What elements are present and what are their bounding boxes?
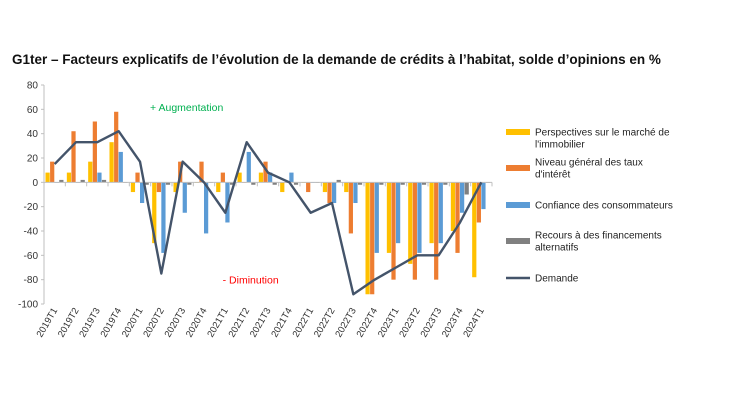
y-tick-label: 40: [27, 129, 39, 140]
bar: [258, 172, 264, 183]
legend-swatch: [506, 129, 530, 135]
bar: [187, 182, 192, 185]
bar: [396, 182, 401, 244]
bar: [417, 182, 422, 253]
bar: [59, 179, 64, 183]
bar: [332, 182, 337, 204]
bar: [344, 182, 349, 193]
bar: [101, 179, 107, 183]
y-tick-label: -40: [24, 227, 39, 238]
bar: [204, 182, 209, 234]
bar: [50, 161, 55, 183]
y-tick-label: 0: [32, 178, 38, 189]
legend-swatch: [506, 165, 530, 171]
demand-line: [53, 130, 483, 296]
annotation: + Augmentation: [150, 102, 223, 114]
y-tick-label: 80: [27, 81, 39, 92]
bar: [434, 182, 439, 280]
bar: [140, 182, 145, 204]
bar: [391, 182, 396, 280]
bar: [374, 182, 379, 253]
bar: [386, 182, 392, 253]
bar: [450, 182, 456, 231]
bar: [306, 182, 311, 193]
legend-label: Demande: [535, 274, 579, 285]
bar: [408, 182, 413, 264]
bar: [353, 182, 358, 204]
legend-label: Confiance des consommateurs: [535, 201, 673, 212]
bar: [429, 182, 434, 244]
bar: [251, 182, 256, 185]
bar: [118, 151, 123, 183]
bar: [464, 182, 469, 195]
bar: [246, 151, 251, 183]
bar: [216, 182, 221, 193]
chart-title: G1ter – Facteurs explicatifs de l’évolut…: [12, 52, 661, 67]
bar: [460, 182, 465, 213]
bar: [379, 182, 384, 185]
bar: [173, 182, 178, 193]
annotation: - Diminution: [223, 275, 279, 287]
y-tick-label: 60: [27, 105, 39, 116]
legend-label: Perspectives sur le marché de l'immobilie…: [535, 128, 670, 151]
bar: [327, 182, 332, 204]
bar: [263, 161, 268, 183]
bar: [336, 179, 341, 183]
bar: [365, 182, 370, 295]
y-tick-label: 20: [27, 154, 39, 165]
y-tick-label: -20: [24, 202, 39, 213]
bar: [438, 182, 443, 244]
legend-swatch: [506, 238, 530, 244]
bar: [144, 182, 149, 185]
bar: [348, 182, 353, 234]
bar: [443, 182, 448, 185]
bar: [92, 121, 97, 183]
bar: [165, 182, 171, 185]
bar: [156, 182, 161, 193]
bar: [114, 111, 119, 183]
bar: [88, 161, 93, 183]
bar: [272, 182, 277, 185]
legend-label: Recours à des financements alternatifs: [535, 231, 662, 254]
bar: [97, 172, 102, 183]
y-tick-label: -100: [18, 300, 38, 311]
bar: [109, 142, 114, 183]
bar: [280, 182, 285, 193]
bar: [268, 172, 273, 183]
x-tick-label: 2024T1: [461, 306, 487, 339]
bar: [80, 179, 85, 183]
y-tick-label: -60: [24, 251, 39, 262]
y-tick-label: -80: [24, 275, 39, 286]
legend-swatch: [506, 202, 530, 208]
bar: [455, 182, 460, 253]
bar: [237, 172, 242, 183]
legend-label: Niveau général des taux d'intérêt: [535, 158, 643, 181]
bar: [412, 182, 417, 280]
bar: [370, 182, 375, 295]
bar: [220, 172, 225, 183]
bar: [472, 182, 477, 278]
bar: [161, 182, 166, 253]
bar: [400, 182, 405, 185]
bar: [229, 182, 235, 185]
bar: [199, 161, 204, 183]
bar: [135, 172, 140, 183]
bar: [481, 182, 486, 210]
bar: [322, 182, 328, 193]
bar: [152, 182, 157, 244]
bar: [289, 172, 294, 183]
bar: [421, 182, 427, 185]
bar: [357, 182, 363, 185]
bar: [71, 131, 76, 183]
bar: [293, 182, 299, 185]
bar: [66, 172, 72, 183]
bar: [45, 172, 50, 183]
bar: [182, 182, 187, 213]
bar: [130, 182, 136, 193]
bar: [476, 182, 481, 223]
